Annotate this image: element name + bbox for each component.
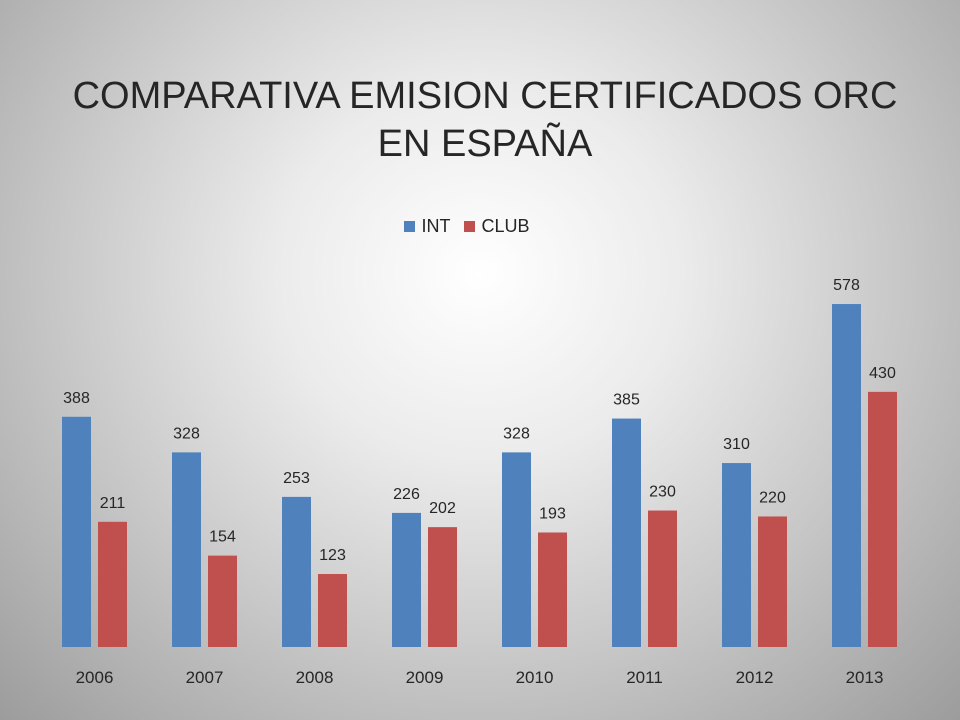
- data-label-club-2013: 430: [869, 365, 896, 382]
- bar-int-2013: [832, 304, 861, 647]
- legend-item-club: CLUB: [464, 216, 530, 237]
- bar-int-2008: [282, 496, 311, 647]
- chart-title-line-1: COMPARATIVA EMISION CERTIFICADOS ORC: [72, 75, 898, 117]
- x-tick-label-2007: 2007: [186, 668, 224, 687]
- bar-club-2011: [648, 510, 677, 647]
- data-label-club-2012: 220: [759, 489, 786, 506]
- x-tick-label-2010: 2010: [516, 668, 554, 687]
- bar-int-2007: [172, 452, 201, 647]
- x-tick-label-2012: 2012: [736, 668, 774, 687]
- legend-swatch-int: [404, 221, 416, 232]
- bar-int-2006: [62, 416, 91, 647]
- data-label-int-2013: 578: [833, 277, 860, 294]
- bar-int-2011: [612, 418, 641, 647]
- data-label-club-2010: 193: [539, 505, 566, 522]
- chart-legend: INT CLUB: [0, 216, 934, 237]
- data-label-int-2012: 310: [723, 436, 750, 453]
- bar-int-2009: [392, 512, 421, 647]
- data-label-int-2011: 385: [613, 392, 640, 409]
- bar-club-2013: [868, 391, 897, 647]
- bar-club-2010: [538, 532, 567, 647]
- bar-club-2012: [758, 516, 787, 647]
- bar-club-2008: [318, 574, 347, 647]
- data-label-club-2007: 154: [209, 529, 236, 546]
- data-label-int-2007: 328: [173, 425, 200, 442]
- bar-club-2007: [208, 555, 237, 647]
- data-label-club-2008: 123: [319, 547, 346, 564]
- data-label-int-2009: 226: [393, 486, 420, 503]
- x-tick-label-2009: 2009: [406, 668, 444, 687]
- data-label-int-2010: 328: [503, 425, 530, 442]
- x-tick-label-2008: 2008: [296, 668, 334, 687]
- x-tick-label-2006: 2006: [76, 668, 114, 687]
- legend-item-int: INT: [404, 216, 450, 237]
- chart-title-line-2: EN ESPAÑA: [377, 123, 593, 165]
- legend-label-club: CLUB: [481, 216, 530, 236]
- data-label-club-2006: 211: [100, 495, 126, 512]
- bar-club-2009: [428, 527, 457, 647]
- data-label-club-2011: 230: [649, 484, 676, 501]
- legend-swatch-club: [464, 221, 476, 232]
- bar-int-2012: [722, 463, 751, 647]
- data-label-int-2008: 253: [283, 470, 310, 487]
- data-label-int-2006: 388: [63, 390, 90, 407]
- bar-int-2010: [502, 452, 531, 647]
- bar-club-2006: [98, 521, 127, 647]
- x-tick-label-2011: 2011: [626, 668, 663, 687]
- chart-title: COMPARATIVA EMISION CERTIFICADOS ORC EN …: [0, 72, 960, 168]
- legend-label-int: INT: [421, 216, 451, 236]
- data-label-club-2009: 202: [429, 500, 456, 517]
- x-tick-label-2013: 2013: [846, 668, 884, 687]
